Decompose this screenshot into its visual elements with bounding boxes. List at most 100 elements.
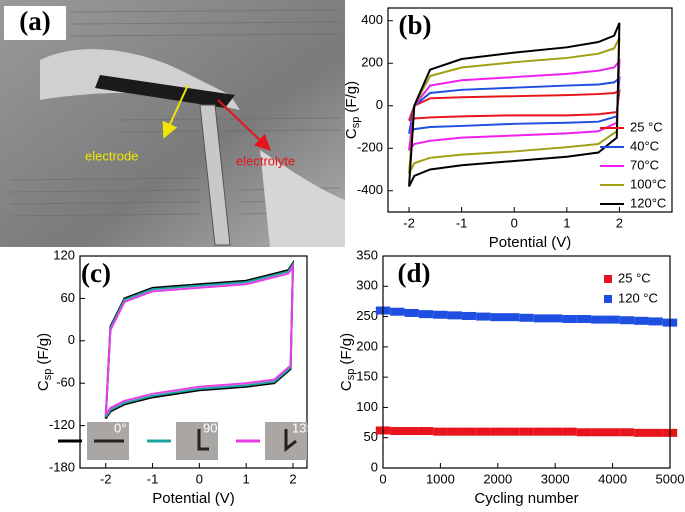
x-tick-label: 1000 [426,471,455,486]
y-title-sub: sp [345,369,357,381]
legend-label: 120°C [630,195,666,210]
electrode-film [95,75,235,108]
chart-panel: -2 -1 0 1 2 -180 -120 -60 0 60 120 Potential (V) Csp… [35,247,319,507]
x-tick-label: 0 [511,215,518,230]
data-point [591,428,606,437]
y-tick-label: 300 [356,278,378,293]
y-tick-label: 0 [371,459,378,474]
data-point [476,312,491,321]
data-point [404,427,419,436]
x-tick-label: 3000 [541,471,570,486]
panel-label: (b) [399,10,432,40]
y-title-main: C [338,380,355,391]
x-tick-label: -2 [403,215,415,230]
plot-frame [79,255,308,469]
y-tick-label: 250 [356,308,378,323]
data-point [418,427,434,436]
data-point [648,428,663,437]
cv-curve [408,75,621,135]
y-title-sub: sp [350,117,362,129]
y-title-unit: (F/g) [35,333,52,365]
y-tick-label: 200 [361,55,383,70]
photo-panel: electrode electrolyte (a) [0,0,345,247]
data-point [418,310,434,319]
data-point [619,428,635,437]
x-tick-label: 2 [616,215,623,230]
x-tick-label: 5000 [656,471,685,486]
data-point [447,311,462,320]
data-point [591,315,606,324]
y-title-unit: (F/g) [338,333,355,365]
data-point [519,427,534,436]
tweezers [199,104,231,246]
data-point [576,428,592,437]
data-point [504,427,520,436]
legend-label: 25 °C [630,119,663,134]
y-title-sub: sp [42,369,54,381]
data-point [490,427,505,436]
y-tick-label: -400 [357,182,383,197]
x-tick-label: 0 [196,471,203,486]
y-tick-label: 0 [376,97,383,112]
data-point [648,317,663,326]
data-point [404,308,419,317]
cv-curve [408,22,621,187]
x-tick-label: 1 [563,215,570,230]
x-tick-label: 1 [243,471,250,486]
legend-label: 70°C [630,157,659,172]
cv-curve [104,261,295,418]
y-title-unit: (F/g) [343,81,360,113]
y-tick-label: 120 [53,247,75,262]
data-point [562,314,577,323]
legend-label: 90° [203,420,223,435]
legend-marker [604,275,612,283]
legend-label: 120 °C [618,290,658,305]
data-point [533,314,549,323]
y-tick-label: 100 [356,399,378,414]
x-tick-label: 0 [379,471,386,486]
data-point [490,313,505,322]
y-title-main: C [35,380,52,391]
data-point [605,315,620,324]
data-point [533,427,549,436]
y-tick-label: -120 [49,417,75,432]
data-point [433,427,448,436]
data-point [390,307,405,316]
x-tick-label: -1 [147,471,159,486]
x-tick-label: -1 [456,215,468,230]
label-box [4,6,66,40]
y-tick-label: 150 [356,369,378,384]
data-point [390,427,405,436]
panel-label: (a) [19,6,50,36]
chart-panel: 0 1000 2000 3000 4000 5000 0 50 100 150 200 250 300 3… [338,247,684,507]
legend-photo-strip [284,429,297,453]
data-point [634,428,649,437]
y-axis-title: Csp (F/g) [338,333,357,391]
y-tick-label: -180 [49,459,75,474]
y-tick-label: -200 [357,140,383,155]
plot-frame [382,255,671,469]
data-point [548,314,563,323]
y-tick-label: 50 [364,429,378,444]
panel-label: (c) [81,258,111,288]
data-point [605,428,620,437]
chart-panel: -2 -1 0 1 2 -400 -200 0 200 400 Potential (V) Csp (F… [343,7,673,251]
legend-label: 135° [292,420,319,435]
plot-frame [387,7,673,213]
legend-marker [604,295,612,303]
legend-label: 0° [114,420,126,435]
arrow [217,99,271,151]
glove [260,150,345,247]
y-tick-label: -60 [56,375,75,390]
legend-photo [176,422,218,460]
legend-label: 40°C [630,138,659,153]
data-point [433,310,448,319]
cv-curve [408,58,621,152]
annotation: electrode [85,148,138,163]
legend-label: 25 °C [618,270,651,285]
data-point [576,314,592,323]
panel-label: (d) [398,258,431,288]
data-point [504,313,520,322]
x-tick-label: 4000 [598,471,627,486]
